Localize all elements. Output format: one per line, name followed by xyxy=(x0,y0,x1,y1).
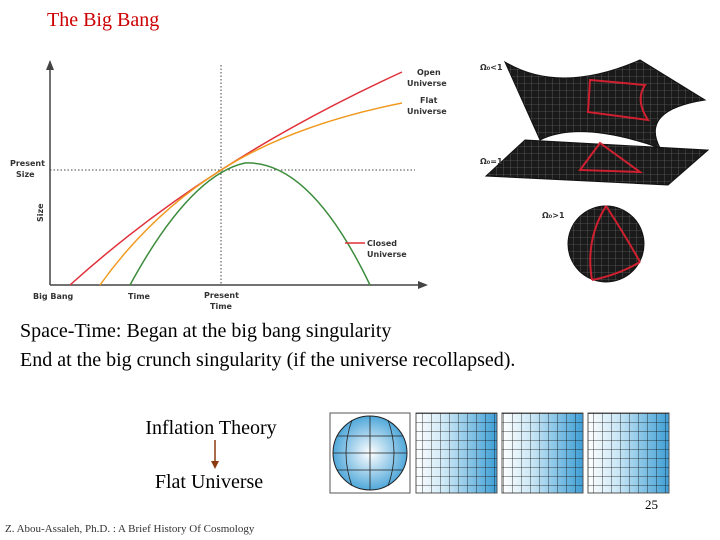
x-label: Time xyxy=(210,302,233,311)
omega-label: Ω₀=1 xyxy=(480,157,503,166)
x-label: Time xyxy=(128,292,151,301)
curve-label: Universe xyxy=(367,250,407,259)
grid xyxy=(588,413,669,493)
triangle xyxy=(589,205,641,281)
title: The Big Bang xyxy=(47,9,159,31)
curve-label: Universe xyxy=(407,79,447,88)
saddle xyxy=(503,59,707,149)
expansion-figure: Open Universe Flat Universe Closed Unive… xyxy=(10,60,447,311)
arrow xyxy=(46,60,54,70)
omega-label: Ω₀<1 xyxy=(480,63,503,72)
triangle xyxy=(586,78,651,122)
body-line: Space-Time: Began at the big bang singul… xyxy=(20,320,391,342)
sphere xyxy=(567,205,645,283)
body-line: End at the big crunch singularity (if th… xyxy=(20,349,515,371)
inflation-label: Flat Universe xyxy=(155,471,263,493)
curve-label: Open xyxy=(417,68,441,77)
curve-label: Universe xyxy=(407,107,447,116)
plane xyxy=(484,139,710,186)
inflation-panels xyxy=(329,412,670,494)
x-label: Present xyxy=(204,291,239,300)
inflation-label: Inflation Theory xyxy=(145,417,276,439)
y-label: Present xyxy=(10,159,45,168)
arrow xyxy=(211,461,219,469)
flat-curve xyxy=(99,102,403,286)
arrow xyxy=(418,281,428,289)
page-number: 25 xyxy=(645,497,658,512)
triangle xyxy=(578,141,644,174)
grid xyxy=(416,413,497,493)
y-label: Size xyxy=(36,203,45,222)
open-curve xyxy=(69,71,403,286)
grid xyxy=(502,413,583,493)
curve-label: Flat xyxy=(420,96,438,105)
omega-label: Ω₀>1 xyxy=(542,211,565,220)
grid xyxy=(333,416,407,490)
geometries: Ω₀<1 Ω₀=1 Ω₀>1 xyxy=(480,59,710,283)
footer: Z. Abou-Assaleh, Ph.D. : A Brief History… xyxy=(5,523,255,535)
x-label: Big Bang xyxy=(33,292,74,301)
curve-label: Closed xyxy=(367,239,397,248)
y-label: Size xyxy=(16,170,35,179)
closed-curve xyxy=(129,162,371,286)
